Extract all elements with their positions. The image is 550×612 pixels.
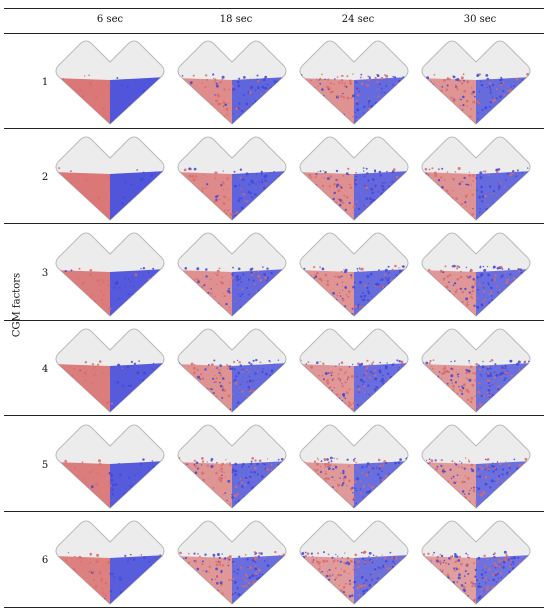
column-header-24-sec: 24 sec xyxy=(341,14,375,25)
row-label-3: 3 xyxy=(41,268,49,279)
particle-bed xyxy=(300,167,408,220)
particle-bed xyxy=(300,73,408,124)
particle-bed xyxy=(300,359,408,412)
particle-bed xyxy=(422,359,530,412)
simulation-snapshot xyxy=(421,328,531,413)
simulation-snapshot xyxy=(177,232,287,317)
simulation-snapshot xyxy=(55,232,165,317)
simulation-snapshot xyxy=(299,136,409,221)
simulation-snapshot xyxy=(55,424,165,509)
particle-bed xyxy=(178,167,286,220)
simulation-snapshot xyxy=(55,40,165,125)
row-label-1: 1 xyxy=(41,77,49,88)
simulation-snapshot xyxy=(299,40,409,125)
simulation-snapshot xyxy=(299,328,409,413)
simulation-snapshot xyxy=(421,40,531,125)
simulation-snapshot xyxy=(177,424,287,509)
particle-bed xyxy=(56,458,164,508)
row-separator xyxy=(4,511,544,512)
row-label-4: 4 xyxy=(41,364,49,375)
simulation-snapshot xyxy=(421,424,531,509)
row-separator xyxy=(4,415,544,416)
row-axis-label: CGM factors xyxy=(2,260,32,350)
row-separator xyxy=(4,128,544,129)
column-header-6-sec: 6 sec xyxy=(96,14,124,25)
particle-bed xyxy=(422,550,530,604)
simulation-snapshot xyxy=(177,328,287,413)
table-bottom-rule xyxy=(4,607,544,608)
particle-bed xyxy=(422,72,530,124)
row-label-5: 5 xyxy=(41,460,49,471)
particle-bed xyxy=(422,457,530,508)
particle-bed xyxy=(56,74,164,124)
simulation-snapshot xyxy=(421,136,531,221)
particle-bed xyxy=(422,264,530,316)
particle-bed xyxy=(56,267,164,316)
simulation-snapshot xyxy=(299,424,409,509)
simulation-snapshot xyxy=(421,520,531,605)
simulation-snapshot xyxy=(55,520,165,605)
row-axis-label-text: CGM factors xyxy=(11,272,23,338)
simulation-snapshot xyxy=(421,232,531,317)
table-top-rule xyxy=(4,8,544,9)
particle-bed xyxy=(178,550,286,604)
column-header-18-sec: 18 sec xyxy=(219,14,253,25)
row-label-2: 2 xyxy=(41,172,49,183)
header-bottom-rule xyxy=(4,33,544,34)
particle-bed xyxy=(56,551,164,604)
simulation-snapshot xyxy=(177,520,287,605)
particle-bed xyxy=(178,265,286,316)
simulation-snapshot xyxy=(55,328,165,413)
simulation-snapshot xyxy=(55,136,165,221)
row-separator xyxy=(4,223,544,224)
simulation-snapshot xyxy=(177,136,287,221)
particle-bed xyxy=(300,456,408,508)
simulation-snapshot xyxy=(299,520,409,605)
particle-bed xyxy=(300,550,408,604)
particle-bed xyxy=(300,264,408,316)
particle-bed xyxy=(422,167,530,220)
particle-bed xyxy=(178,457,286,508)
simulation-snapshot xyxy=(299,232,409,317)
particle-bed xyxy=(178,73,286,124)
simulation-snapshot xyxy=(177,40,287,125)
row-label-6: 6 xyxy=(41,555,49,566)
column-header-30-sec: 30 sec xyxy=(463,14,497,25)
particle-bed xyxy=(56,167,164,220)
particle-bed xyxy=(56,360,164,412)
particle-bed xyxy=(178,358,286,412)
row-separator xyxy=(4,320,544,321)
